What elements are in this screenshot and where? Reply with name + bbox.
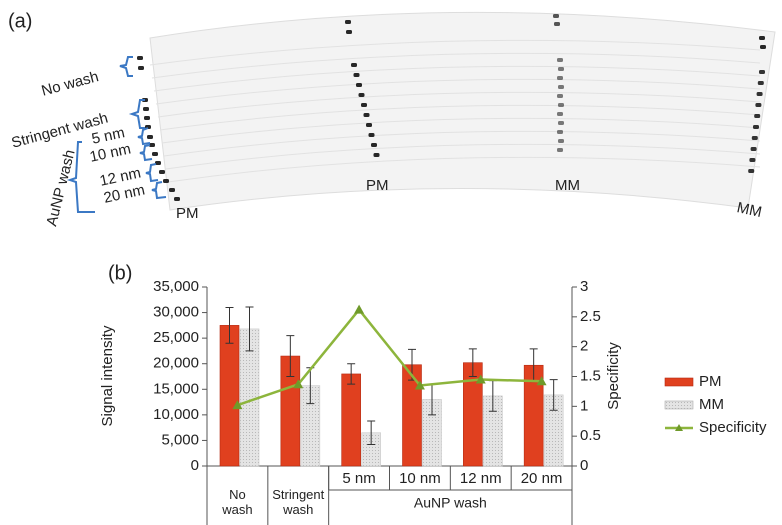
spot (557, 58, 563, 62)
no-wash-label: No wash (40, 68, 101, 100)
legend-label: Specificity (699, 419, 767, 436)
spot (346, 30, 352, 34)
y-tick-label: 15,000 (153, 380, 199, 397)
spot (159, 170, 165, 174)
bar (342, 374, 361, 466)
spot (752, 136, 758, 140)
legend-label: PM (699, 373, 722, 390)
spot (553, 14, 559, 18)
spot (366, 123, 372, 127)
spot (174, 197, 180, 201)
y-tick-label: 20,000 (153, 355, 199, 372)
spot (364, 113, 370, 117)
x-tick-label: 20 nm (521, 470, 563, 487)
spot (354, 73, 360, 77)
spot (558, 103, 564, 107)
spot (138, 66, 144, 70)
spot (557, 76, 563, 80)
x-tick-label: 12 nm (460, 470, 502, 487)
y2-tick-label: 2 (580, 338, 588, 355)
spot (369, 133, 375, 137)
bracket (146, 164, 158, 181)
spot (371, 143, 377, 147)
spot (163, 179, 169, 183)
y-tick-label: 35,000 (153, 278, 199, 295)
spot (754, 114, 760, 118)
spot (558, 85, 564, 89)
membrane (150, 12, 775, 210)
spot (359, 93, 365, 97)
spot (144, 116, 150, 120)
y2-tick-label: 0 (580, 457, 588, 474)
y2-tick-label: 1.5 (580, 367, 601, 384)
bar (220, 325, 239, 466)
spot (757, 92, 763, 96)
spot (374, 153, 380, 157)
y2-axis-title: Specificity (605, 342, 622, 410)
spot (759, 70, 765, 74)
bracket (132, 100, 145, 128)
aunp-label: AuNP wash (43, 148, 78, 228)
figure: (a) No wash Stringent wash 5 nm 10 nm 12… (0, 0, 782, 525)
spot (758, 81, 764, 85)
spot (753, 125, 759, 129)
y-tick-label: 10,000 (153, 406, 199, 423)
spot (143, 107, 149, 111)
spot (558, 121, 564, 125)
y2-tick-label: 1 (580, 397, 588, 414)
y-tick-label: 30,000 (153, 304, 199, 321)
spot (755, 103, 761, 107)
spot (169, 188, 175, 192)
bracket (152, 182, 166, 198)
column-label: PM (176, 205, 199, 222)
spot (554, 22, 560, 26)
spot (152, 152, 158, 156)
panel-label: (b) (108, 262, 132, 284)
column-label: PM (366, 177, 389, 194)
spot (557, 148, 563, 152)
marker (354, 305, 364, 314)
spot (557, 94, 563, 98)
y2-tick-label: 2.5 (580, 308, 601, 325)
spot (760, 45, 766, 49)
x-tick-label: 10 nm (399, 470, 441, 487)
spot (351, 63, 357, 67)
spot (751, 147, 757, 151)
legend-swatch (665, 378, 693, 386)
legend-label: MM (699, 396, 724, 413)
spot (345, 20, 351, 24)
x-tick-label: 5 nm (342, 470, 375, 487)
spot (147, 135, 153, 139)
spot (356, 83, 362, 87)
y-tick-label: 25,000 (153, 329, 199, 346)
spot (557, 112, 563, 116)
spot (558, 67, 564, 71)
spot (759, 36, 765, 40)
spot (748, 169, 754, 173)
spot (361, 103, 367, 107)
y2-tick-label: 3 (580, 278, 588, 295)
panel-label: (a) (8, 10, 32, 32)
y-tick-label: 5,000 (161, 431, 199, 448)
spot (557, 130, 563, 134)
spot (749, 158, 755, 162)
y2-tick-label: 0.5 (580, 427, 601, 444)
spot (558, 139, 564, 143)
bracket (140, 145, 152, 160)
spot (137, 56, 143, 60)
y-axis-title: Signal intensity (99, 325, 116, 426)
legend-swatch (665, 401, 693, 409)
y-tick-label: 0 (191, 457, 199, 474)
column-label: MM (735, 199, 763, 221)
group-label: AuNP wash (414, 495, 487, 511)
column-label: MM (555, 177, 580, 194)
bracket (120, 57, 133, 76)
